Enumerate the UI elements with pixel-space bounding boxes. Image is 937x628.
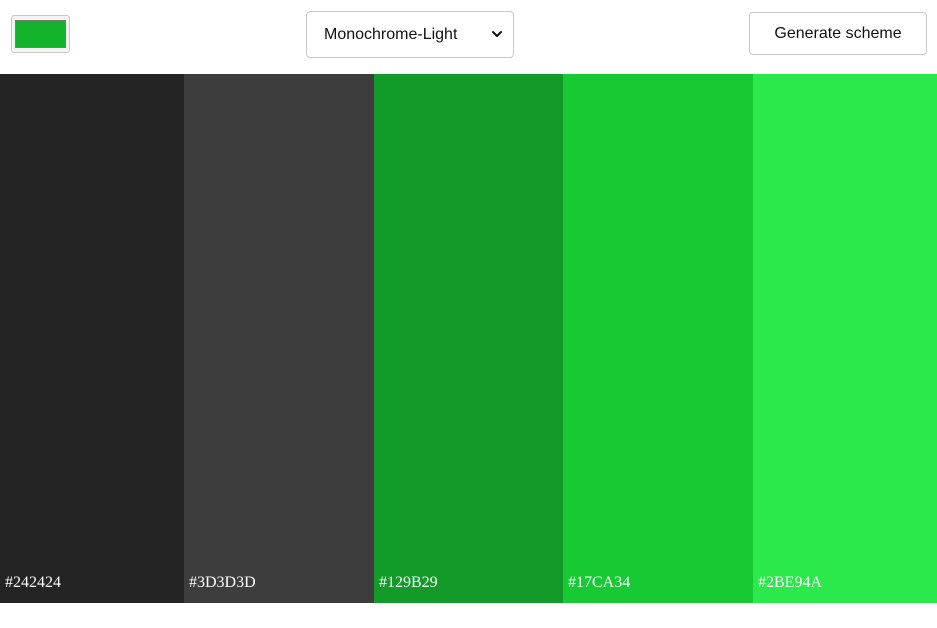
color-palette: #242424 #3D3D3D #129B29 #17CA34 #2BE94A bbox=[0, 74, 937, 603]
generate-scheme-button[interactable]: Generate scheme bbox=[749, 12, 927, 55]
toolbar: Monochrome-Light Generate scheme bbox=[0, 0, 937, 74]
palette-swatch-4[interactable]: #17CA34 bbox=[563, 74, 753, 603]
scheme-mode-selected-value: Monochrome-Light bbox=[324, 26, 458, 43]
palette-swatch-hex-label: #2BE94A bbox=[758, 574, 822, 591]
palette-swatch-hex-label: #3D3D3D bbox=[189, 574, 256, 591]
palette-swatch-1[interactable]: #242424 bbox=[0, 74, 184, 603]
chevron-down-icon bbox=[492, 31, 502, 37]
palette-swatch-5[interactable]: #2BE94A bbox=[753, 74, 937, 603]
color-picker-input[interactable] bbox=[11, 15, 70, 53]
palette-swatch-hex-label: #129B29 bbox=[379, 574, 438, 591]
palette-swatch-3[interactable]: #129B29 bbox=[374, 74, 563, 603]
color-picker-swatch bbox=[15, 20, 66, 48]
palette-swatch-hex-label: #242424 bbox=[5, 574, 61, 591]
scheme-mode-select[interactable]: Monochrome-Light bbox=[306, 11, 514, 58]
palette-swatch-hex-label: #17CA34 bbox=[568, 574, 631, 591]
palette-swatch-2[interactable]: #3D3D3D bbox=[184, 74, 374, 603]
